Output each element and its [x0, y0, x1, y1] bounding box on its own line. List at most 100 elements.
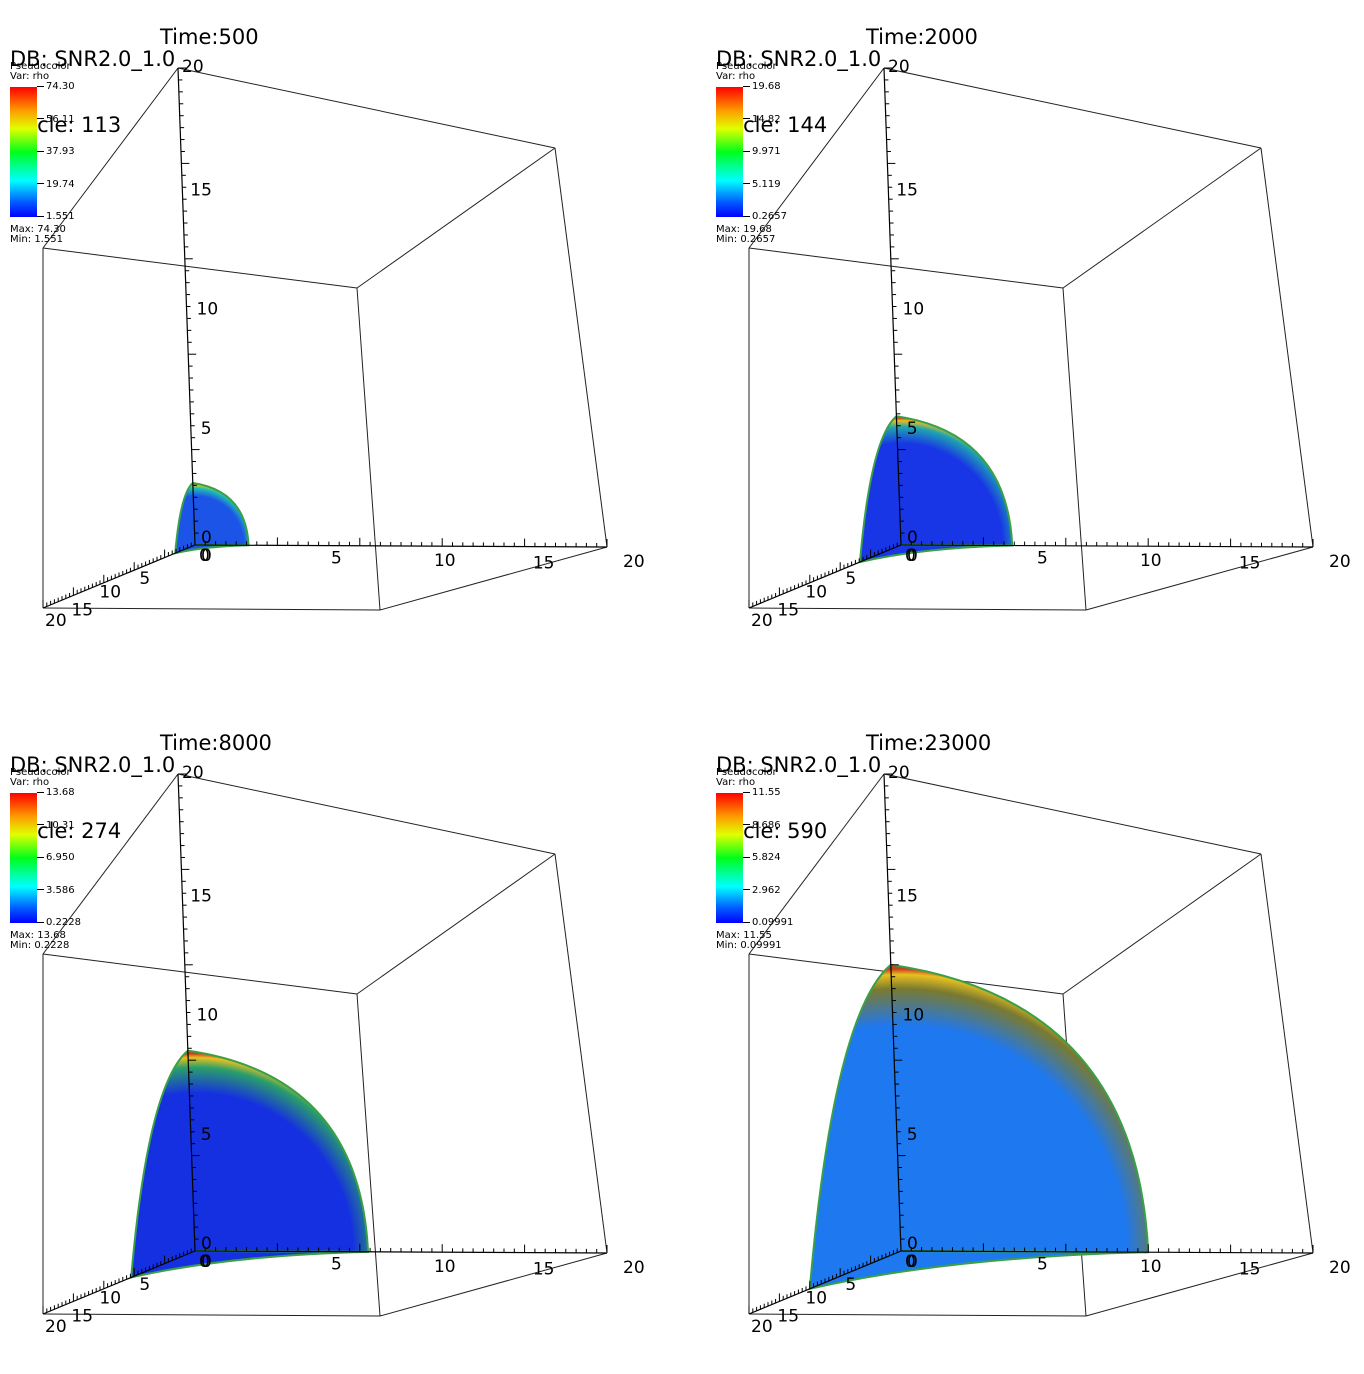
vertical-axis-label: 10 — [197, 300, 219, 320]
density-shell — [174, 481, 250, 555]
depth-axis-label: 20 — [751, 611, 773, 631]
box-edge — [42, 1313, 381, 1317]
color-bar-tick: 19.74 — [37, 179, 75, 190]
depth-axis-label: 0 — [905, 1252, 916, 1272]
density-shell — [130, 1049, 370, 1279]
min-prefix: Min: — [10, 940, 32, 951]
horizontal-axis-label: 10 — [1140, 551, 1162, 571]
vertical-axis-label: 20 — [888, 57, 910, 77]
legend-variable: Var: rho — [716, 71, 756, 82]
max-value: 19.68 — [743, 224, 772, 235]
horizontal-axis-label: 15 — [1239, 554, 1261, 574]
max-prefix: Max: — [716, 930, 741, 941]
depth-axis-label: 15 — [777, 1306, 799, 1326]
color-bar-tick: 19.68 — [743, 82, 781, 92]
color-bar-tick: 9.971 — [743, 147, 781, 157]
legend-title: Pseudocolor Var: rho — [716, 62, 777, 82]
max-prefix: Max: — [716, 224, 741, 235]
max-value: 11.55 — [743, 930, 772, 941]
depth-axis-label: 5 — [139, 569, 150, 589]
box-edge — [1085, 1252, 1314, 1317]
legend-minmax: Max: 11.55 Min: 0.09991 — [716, 931, 782, 951]
depth-axis-label: 0 — [199, 1252, 210, 1272]
box-edge — [1260, 147, 1314, 548]
legend-minmax: Max: 74.30 Min: 1.551 — [10, 225, 66, 245]
vertical-axis-label: 15 — [896, 180, 918, 200]
color-bar-tick: 1.551 — [37, 212, 75, 222]
legend-variable: Var: rho — [10, 777, 50, 788]
min-value: 1.551 — [34, 234, 63, 245]
box-edge — [356, 853, 556, 995]
box-edge — [883, 67, 1262, 149]
box-edge — [379, 546, 608, 611]
horizontal-axis-label: 20 — [1329, 552, 1351, 572]
time-label: Time:2000 — [866, 25, 978, 49]
vertical-axis-label: 20 — [888, 763, 910, 783]
horizontal-axis-label: 10 — [434, 1257, 456, 1277]
min-value: 0.09991 — [740, 940, 782, 951]
horizontal-axis-label: 10 — [434, 551, 456, 571]
time-label: Time:500 — [160, 25, 259, 49]
horizontal-axis-label: 15 — [533, 554, 555, 574]
box-edge — [177, 773, 556, 855]
vertical-axis-label: 5 — [907, 1125, 918, 1145]
horizontal-axis-label: 20 — [1329, 1258, 1351, 1278]
legend-plot-type: Pseudocolor — [10, 61, 71, 72]
depth-axis-label: 20 — [45, 611, 67, 631]
box-edge — [356, 287, 381, 611]
color-bar-tick: 5.824 — [743, 853, 781, 863]
depth-axis-label: 5 — [139, 1275, 150, 1295]
time-label: Time:8000 — [160, 731, 272, 755]
horizontal-axis-label: 5 — [331, 1255, 342, 1275]
depth-axis-label: 0 — [905, 546, 916, 566]
depth-axis-label: 20 — [45, 1317, 67, 1337]
box-edge — [1062, 287, 1087, 611]
time-label: Time:23000 — [866, 731, 992, 755]
depth-axis-label: 5 — [845, 569, 856, 589]
color-bar-tick: 13.68 — [37, 788, 75, 798]
max-value: 13.68 — [37, 930, 66, 941]
vertical-axis-label: 20 — [182, 763, 204, 783]
legend-title: Pseudocolor Var: rho — [10, 62, 71, 82]
box-edge — [42, 953, 358, 995]
color-bar — [716, 87, 743, 217]
color-bar-tick: 5.119 — [743, 179, 781, 190]
vertical-axis-label: 0 — [907, 1234, 918, 1254]
min-prefix: Min: — [716, 234, 738, 245]
depth-axis-label: 10 — [99, 583, 121, 603]
vertical-axis-label: 5 — [907, 419, 918, 439]
horizontal-axis-label: 20 — [623, 1258, 645, 1278]
legend-title: Pseudocolor Var: rho — [10, 768, 71, 788]
density-shell — [858, 415, 1014, 564]
box-edge — [1062, 853, 1262, 995]
horizontal-axis-label: 15 — [533, 1260, 555, 1280]
color-bar-ticks: 13.68 10.31 6.950 3.586 0.2228 — [37, 788, 97, 928]
vertical-axis-label: 0 — [201, 528, 212, 548]
color-bar-tick: 3.586 — [37, 885, 75, 896]
max-value: 74.30 — [37, 224, 66, 235]
visit-panel-1: 20 15 10 5 0 0 5 10 15 20 0 5 10 15 20 DB: SNR2.0_1.0 … — [0, 0, 682, 668]
vertical-axis-label: 5 — [201, 1125, 212, 1145]
color-bar-tick: 6.950 — [37, 853, 75, 863]
box-edge — [883, 773, 1262, 855]
horizontal-axis-label: 0 — [907, 546, 918, 566]
legend-title: Pseudocolor Var: rho — [716, 768, 777, 788]
box-edge — [379, 1252, 608, 1317]
max-prefix: Max: — [10, 224, 35, 235]
vertical-axis-label: 10 — [903, 300, 925, 320]
color-bar-tick: 11.55 — [743, 788, 781, 798]
box-edge — [748, 247, 1064, 289]
horizontal-axis-label: 5 — [1037, 1255, 1048, 1275]
color-bar-ticks: 19.68 14.82 9.971 5.119 0.2657 — [743, 82, 803, 222]
color-bar-tick: 0.2657 — [743, 212, 787, 222]
color-bar-tick: 2.962 — [743, 885, 781, 896]
depth-axis-label: 10 — [805, 583, 827, 603]
horizontal-axis-label: 0 — [201, 1252, 212, 1272]
box-edge — [748, 1313, 1087, 1317]
max-prefix: Max: — [10, 930, 35, 941]
color-bar-tick: 0.2228 — [37, 918, 81, 928]
min-prefix: Min: — [716, 940, 738, 951]
box-edge — [554, 853, 608, 1254]
